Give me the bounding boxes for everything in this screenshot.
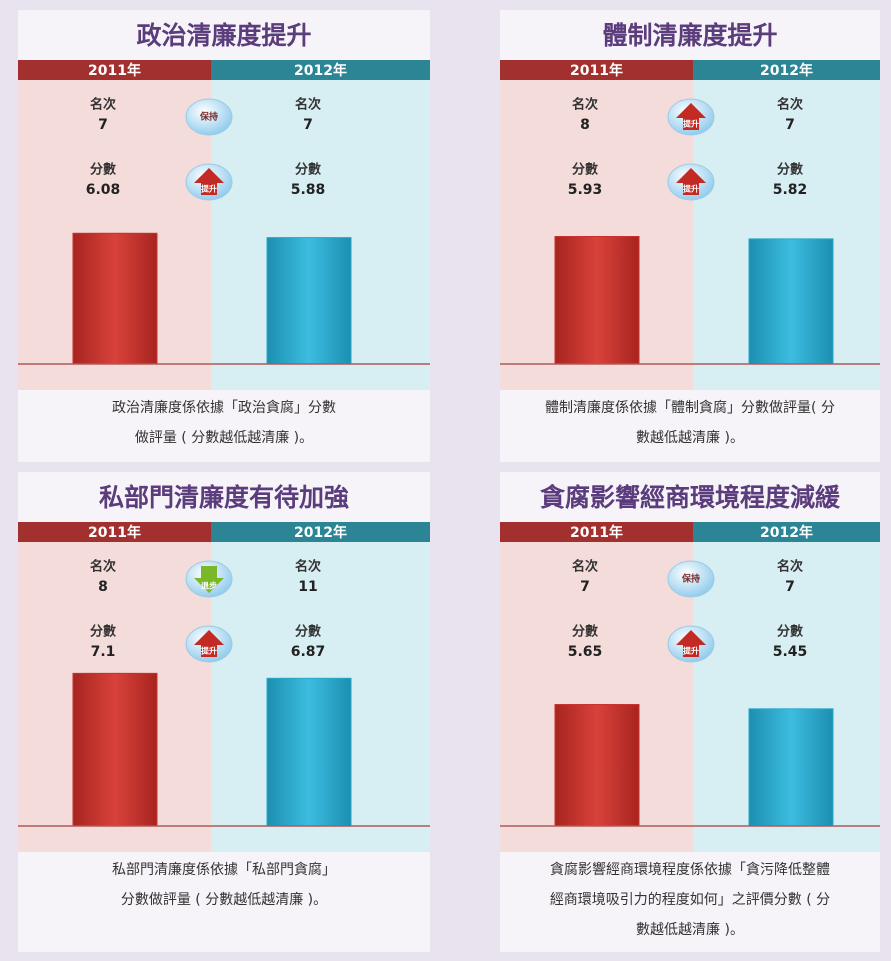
arrow-down — [194, 566, 224, 593]
description: 數越低越清廉 )。 — [636, 429, 744, 446]
rank-value: 11 — [298, 579, 317, 595]
rank-value: 7 — [303, 117, 313, 133]
rank-value: 8 — [98, 579, 108, 595]
change-label: 退步 — [201, 581, 217, 591]
year-label: 2012年 — [294, 524, 347, 541]
panel-title: 體制清廉度提升 — [602, 21, 777, 50]
change-icon-bg — [667, 560, 715, 598]
rank-value: 7 — [580, 579, 590, 595]
bar — [554, 704, 640, 827]
arrow-up — [676, 630, 706, 657]
change-label: 保持 — [199, 111, 218, 123]
rank-label: 名次 — [777, 97, 803, 113]
rank-label: 名次 — [572, 559, 598, 575]
rank-label: 名次 — [572, 97, 598, 113]
description: 經商環境吸引力的程度如何」之評價分數 ( 分 — [550, 891, 830, 908]
score-value: 6.08 — [86, 182, 121, 198]
score-value: 7.1 — [91, 644, 116, 660]
year-label: 2011年 — [88, 524, 141, 541]
rank-label: 名次 — [90, 97, 116, 113]
bar — [266, 237, 352, 365]
description: 分數做評量 ( 分數越低越清廉 )。 — [121, 891, 327, 908]
bar — [748, 238, 834, 365]
score-value: 5.45 — [773, 644, 808, 660]
bar — [72, 232, 158, 365]
score-value: 6.87 — [291, 644, 326, 660]
rank-label: 名次 — [777, 559, 803, 575]
change-label: 提升 — [683, 646, 699, 656]
score-label: 分數 — [90, 624, 116, 640]
rank-value: 7 — [785, 579, 795, 595]
rank-value: 7 — [785, 117, 795, 133]
header-2011 — [18, 522, 211, 542]
rank-value: 8 — [580, 117, 590, 133]
bar — [266, 677, 352, 827]
rank-value: 7 — [98, 117, 108, 133]
score-value: 5.88 — [291, 182, 326, 198]
score-label: 分數 — [777, 162, 803, 178]
header-2012 — [693, 60, 880, 80]
bar — [72, 672, 158, 827]
year-label: 2012年 — [760, 524, 813, 541]
rank-label: 名次 — [295, 97, 321, 113]
header-2011 — [500, 60, 693, 80]
header-2012 — [211, 522, 430, 542]
description: 做評量 ( 分數越低越清廉 )。 — [135, 429, 313, 446]
score-value: 5.65 — [568, 644, 603, 660]
header-2011 — [18, 60, 211, 80]
header-2011 — [500, 522, 693, 542]
score-value: 5.93 — [568, 182, 603, 198]
description: 體制清廉度係依據「體制貪腐」分數做評量( 分 — [545, 399, 835, 416]
score-label: 分數 — [572, 624, 598, 640]
description: 政治清廉度係依據「政治貪腐」分數 — [112, 399, 336, 416]
score-label: 分數 — [295, 624, 321, 640]
bar — [748, 708, 834, 827]
panel: 體制清廉度提升2011年名次8分數5.932012年名次7分數5.82提升提升體… — [500, 10, 880, 462]
arrow-up — [676, 103, 706, 130]
score-label: 分數 — [777, 624, 803, 640]
change-label: 提升 — [683, 184, 699, 194]
year-label: 2011年 — [88, 62, 141, 79]
bar — [554, 236, 640, 365]
year-label: 2012年 — [294, 62, 347, 79]
change-label: 提升 — [201, 184, 217, 194]
description: 貪腐影響經商環境程度係依據「貪污降低整體 — [550, 861, 830, 878]
change-icon-bg — [185, 98, 233, 136]
score-label: 分數 — [572, 162, 598, 178]
header-2012 — [693, 522, 880, 542]
header-2012 — [211, 60, 430, 80]
change-label: 提升 — [201, 646, 217, 656]
description: 私部門清廉度係依據「私部門貪腐」 — [112, 861, 336, 878]
arrow-up — [194, 168, 224, 195]
score-value: 5.82 — [773, 182, 808, 198]
rank-label: 名次 — [90, 559, 116, 575]
score-label: 分數 — [295, 162, 321, 178]
arrow-up — [194, 630, 224, 657]
panel-title: 政治清廉度提升 — [136, 21, 311, 50]
year-label: 2011年 — [570, 524, 623, 541]
score-label: 分數 — [90, 162, 116, 178]
rank-label: 名次 — [295, 559, 321, 575]
change-label: 提升 — [683, 119, 699, 129]
change-label: 保持 — [681, 573, 700, 585]
year-label: 2011年 — [570, 62, 623, 79]
panel-title: 私部門清廉度有待加強 — [99, 483, 349, 512]
year-label: 2012年 — [760, 62, 813, 79]
panel-title: 貪腐影響經商環境程度減緩 — [540, 483, 841, 512]
description: 數越低越清廉 )。 — [636, 921, 744, 938]
arrow-up — [676, 168, 706, 195]
